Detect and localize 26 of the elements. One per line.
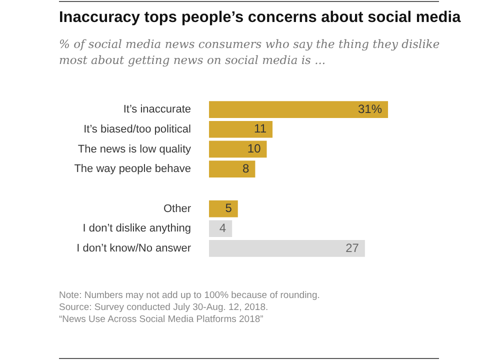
y-tick-label: The news is low quality: [78, 143, 192, 156]
data-label: 5: [225, 201, 232, 216]
y-tick-label: It’s biased/too political: [84, 123, 191, 136]
data-label: 10: [247, 142, 262, 156]
data-label: 8: [242, 161, 250, 176]
data-label: 11: [254, 122, 267, 136]
bar: [209, 120, 273, 138]
bar: [209, 160, 256, 178]
bar: [209, 101, 388, 118]
bar: [209, 140, 267, 158]
source-note: Source: Survey conducted July 30-Aug. 12, 2018.: [59, 302, 270, 314]
data-label: 4: [219, 220, 226, 235]
y-tick-label: The way people behave: [74, 163, 191, 176]
bar: [209, 200, 238, 218]
bar: [209, 220, 232, 238]
data-label: 31%: [358, 102, 382, 116]
y-tick-label: It’s inaccurate: [123, 104, 191, 116]
chart-title: Inaccuracy tops people’s concerns about social media: [59, 9, 462, 27]
chart-subtitle: % of social media news consumers who say the thing they dislike most about getting news on social media is ...: [59, 36, 441, 68]
y-tick-label: I don’t dislike anything: [82, 222, 191, 235]
y-tick-label: I don’t know/No answer: [76, 242, 192, 255]
text: “News Use Across Social Media Platforms 2018”: [59, 314, 264, 326]
y-tick-label: Other: [163, 202, 192, 215]
text: Note: Numbers may not add up to 100% because of rounding.: [59, 290, 320, 302]
bar: [209, 240, 365, 257]
data-label: 27: [346, 240, 360, 255]
